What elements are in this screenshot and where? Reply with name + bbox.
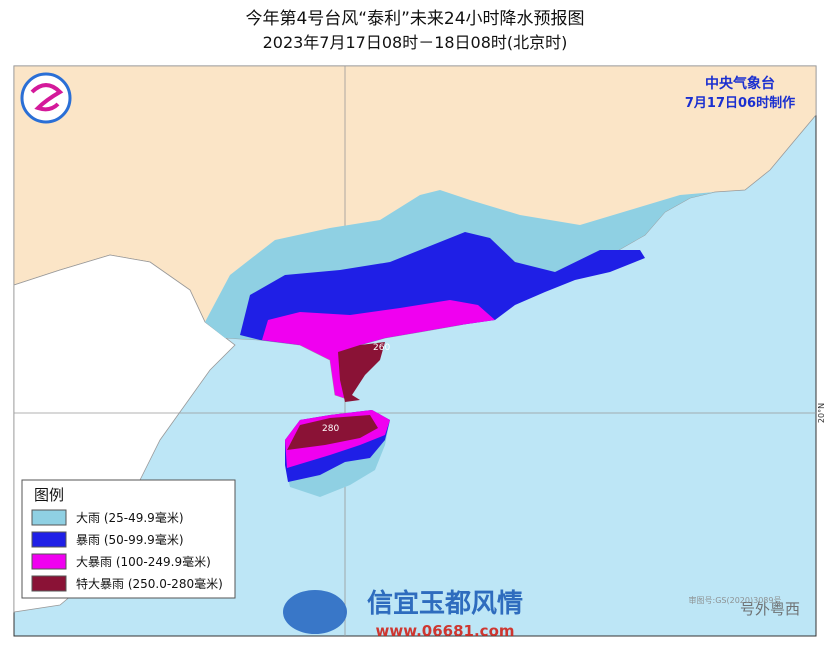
- subtitle: 2023年7月17日08时－18日08时(北京时): [263, 33, 568, 52]
- issued: 7月17日06时制作: [685, 95, 795, 111]
- title: 今年第4号台风“泰利”未来24小时降水预报图: [245, 9, 584, 29]
- watermark-logo: [283, 590, 347, 634]
- lat-label: 20°N: [817, 403, 826, 423]
- hainan-extreme: [287, 415, 378, 450]
- legend-swatch: [31, 509, 67, 526]
- rain-extreme: [338, 342, 385, 402]
- map-approval: 审图号:GS(2020)3089号: [689, 595, 782, 605]
- legend-label: 大雨 (25-49.9毫米): [76, 510, 184, 525]
- legend-swatch: [31, 553, 67, 570]
- logo-circle: [20, 72, 72, 124]
- agency: 中央气象台: [705, 75, 775, 92]
- annotation: 280: [322, 424, 339, 434]
- watermark-url: www.06681.com: [375, 622, 514, 640]
- legend-label: 特大暴雨 (250.0-280毫米): [76, 576, 223, 591]
- watermark: 信宜玉都风情 www.06681.com 号外粤西 审图号:GS(2020)30…: [283, 588, 800, 640]
- logo: [20, 72, 72, 124]
- legend-label: 暴雨 (50-99.9毫米): [76, 532, 184, 547]
- legend-items: 大雨 (25-49.9毫米) 暴雨 (50-99.9毫米) 大暴雨 (100-249…: [31, 509, 223, 592]
- watermark-account: 号外粤西: [740, 600, 800, 618]
- watermark-text: 信宜玉都风情: [367, 588, 523, 619]
- legend-swatch: [31, 575, 67, 592]
- legend-title: 图例: [34, 486, 64, 504]
- legend-label: 大暴雨 (100-249.9毫米): [76, 554, 211, 569]
- rain-heavy-rainstorm: [262, 300, 495, 400]
- legend-swatch: [31, 531, 67, 548]
- annotation: 260: [373, 343, 390, 353]
- legend: 图例 大雨 (25-49.9毫米) 暴雨 (50-99.9毫米) 大暴雨 (100-…: [21, 479, 236, 599]
- logo-mark: [30, 83, 64, 112]
